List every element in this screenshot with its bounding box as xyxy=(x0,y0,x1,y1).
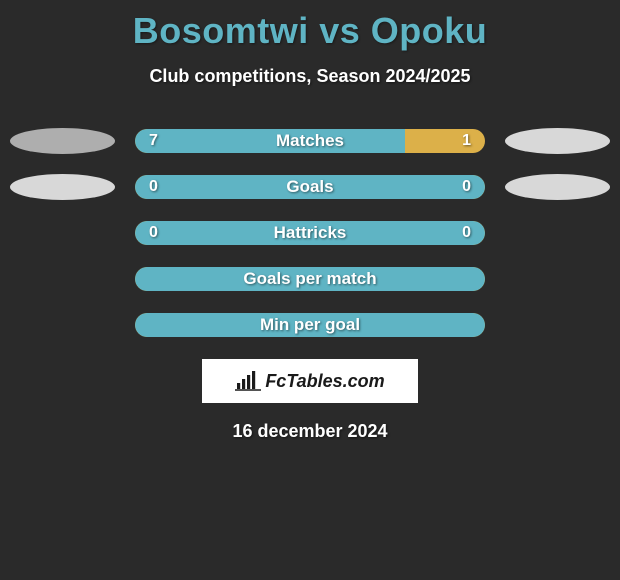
stat-label: Matches xyxy=(135,129,485,153)
player-oval-left xyxy=(10,174,115,200)
stat-row: 7Matches1 xyxy=(0,129,620,153)
stat-rows: 7Matches10Goals00Hattricks0Goals per mat… xyxy=(0,129,620,337)
stat-bar: Goals per match xyxy=(135,267,485,291)
stat-bar: 0Goals0 xyxy=(135,175,485,199)
player-oval-right xyxy=(505,174,610,200)
stats-card: Bosomtwi vs Opoku Club competitions, Sea… xyxy=(0,0,620,580)
stat-value-right: 1 xyxy=(462,129,471,153)
stat-label: Hattricks xyxy=(135,221,485,245)
player-oval-right xyxy=(505,128,610,154)
stat-label: Min per goal xyxy=(135,313,485,337)
stat-row: Goals per match xyxy=(0,267,620,291)
stat-bar: 0Hattricks0 xyxy=(135,221,485,245)
brand-text: FcTables.com xyxy=(265,371,384,392)
stat-row: 0Hattricks0 xyxy=(0,221,620,245)
stat-label: Goals xyxy=(135,175,485,199)
stat-label: Goals per match xyxy=(135,267,485,291)
date-text: 16 december 2024 xyxy=(0,421,620,442)
title: Bosomtwi vs Opoku xyxy=(0,0,620,52)
stat-row: 0Goals0 xyxy=(0,175,620,199)
stat-bar: Min per goal xyxy=(135,313,485,337)
stat-value-right: 0 xyxy=(462,221,471,245)
stat-value-right: 0 xyxy=(462,175,471,199)
brand-box: FcTables.com xyxy=(202,359,418,403)
subtitle: Club competitions, Season 2024/2025 xyxy=(0,66,620,87)
chart-bars-icon xyxy=(235,371,261,391)
stat-bar: 7Matches1 xyxy=(135,129,485,153)
stat-row: Min per goal xyxy=(0,313,620,337)
player-oval-left xyxy=(10,128,115,154)
